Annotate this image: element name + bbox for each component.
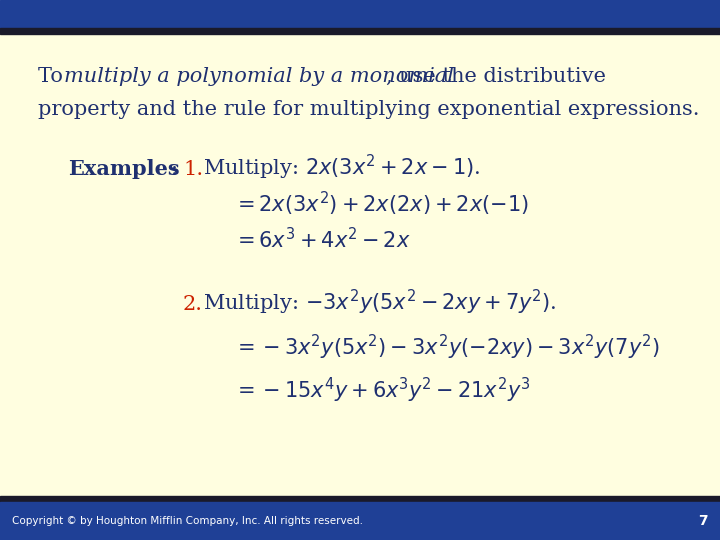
Bar: [0, 502, 720, 540]
Text: , use the distributive: , use the distributive: [386, 67, 606, 86]
Text: Copyright © by Houghton Mifflin Company, Inc. All rights reserved.: Copyright © by Houghton Mifflin Company,…: [12, 516, 363, 526]
Bar: [0, 28, 720, 34]
Text: 7: 7: [698, 514, 708, 528]
Text: $= 2x(3x^2) + 2x(2x) + 2x(-1)$: $= 2x(3x^2) + 2x(2x) + 2x(-1)$: [233, 190, 528, 218]
Text: $= 6x^3 + 4x^2 - 2x$: $= 6x^3 + 4x^2 - 2x$: [233, 227, 410, 252]
Text: property and the rule for multiplying exponential expressions.: property and the rule for multiplying ex…: [38, 100, 700, 119]
Text: To: To: [38, 67, 70, 86]
Text: $= -3x^2y(5x^2) - 3x^2y(-2xy) - 3x^2y(7y^2)$: $= -3x^2y(5x^2) - 3x^2y(-2xy) - 3x^2y(7y…: [233, 333, 660, 362]
Text: Multiply: $-3x^2y(5x^2 - 2xy + 7y^2)$.: Multiply: $-3x^2y(5x^2 - 2xy + 7y^2)$.: [203, 288, 557, 317]
Text: $= -15x^4y + 6x^3y^2 - 21x^2y^3$: $= -15x^4y + 6x^3y^2 - 21x^2y^3$: [233, 376, 531, 405]
Text: multiply a polynomial by a monomial: multiply a polynomial by a monomial: [64, 67, 454, 86]
Text: 1.: 1.: [183, 160, 203, 179]
Bar: [0, 496, 720, 502]
Text: Multiply: $2x(3x^2 + 2x - 1)$.: Multiply: $2x(3x^2 + 2x - 1)$.: [203, 153, 480, 182]
Bar: [0, 0, 720, 28]
Text: 2.: 2.: [183, 295, 203, 314]
Text: Examples: Examples: [68, 159, 179, 179]
Text: :: :: [171, 160, 184, 179]
